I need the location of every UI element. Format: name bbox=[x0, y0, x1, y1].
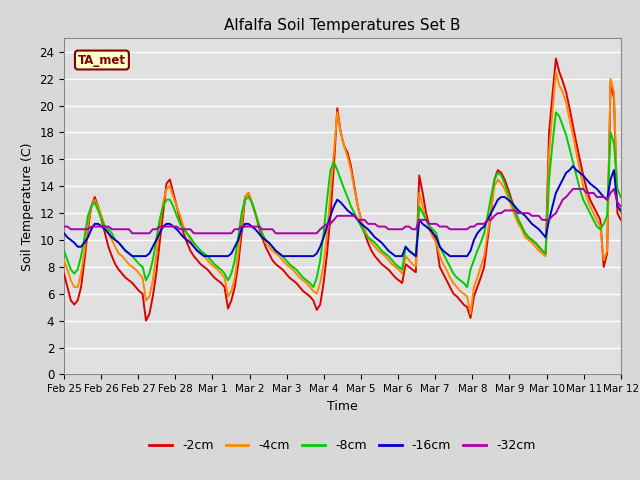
Legend: -2cm, -4cm, -8cm, -16cm, -32cm: -2cm, -4cm, -8cm, -16cm, -32cm bbox=[145, 434, 540, 457]
Y-axis label: Soil Temperature (C): Soil Temperature (C) bbox=[20, 142, 34, 271]
Text: TA_met: TA_met bbox=[78, 53, 126, 67]
Title: Alfalfa Soil Temperatures Set B: Alfalfa Soil Temperatures Set B bbox=[224, 18, 461, 33]
X-axis label: Time: Time bbox=[327, 400, 358, 413]
